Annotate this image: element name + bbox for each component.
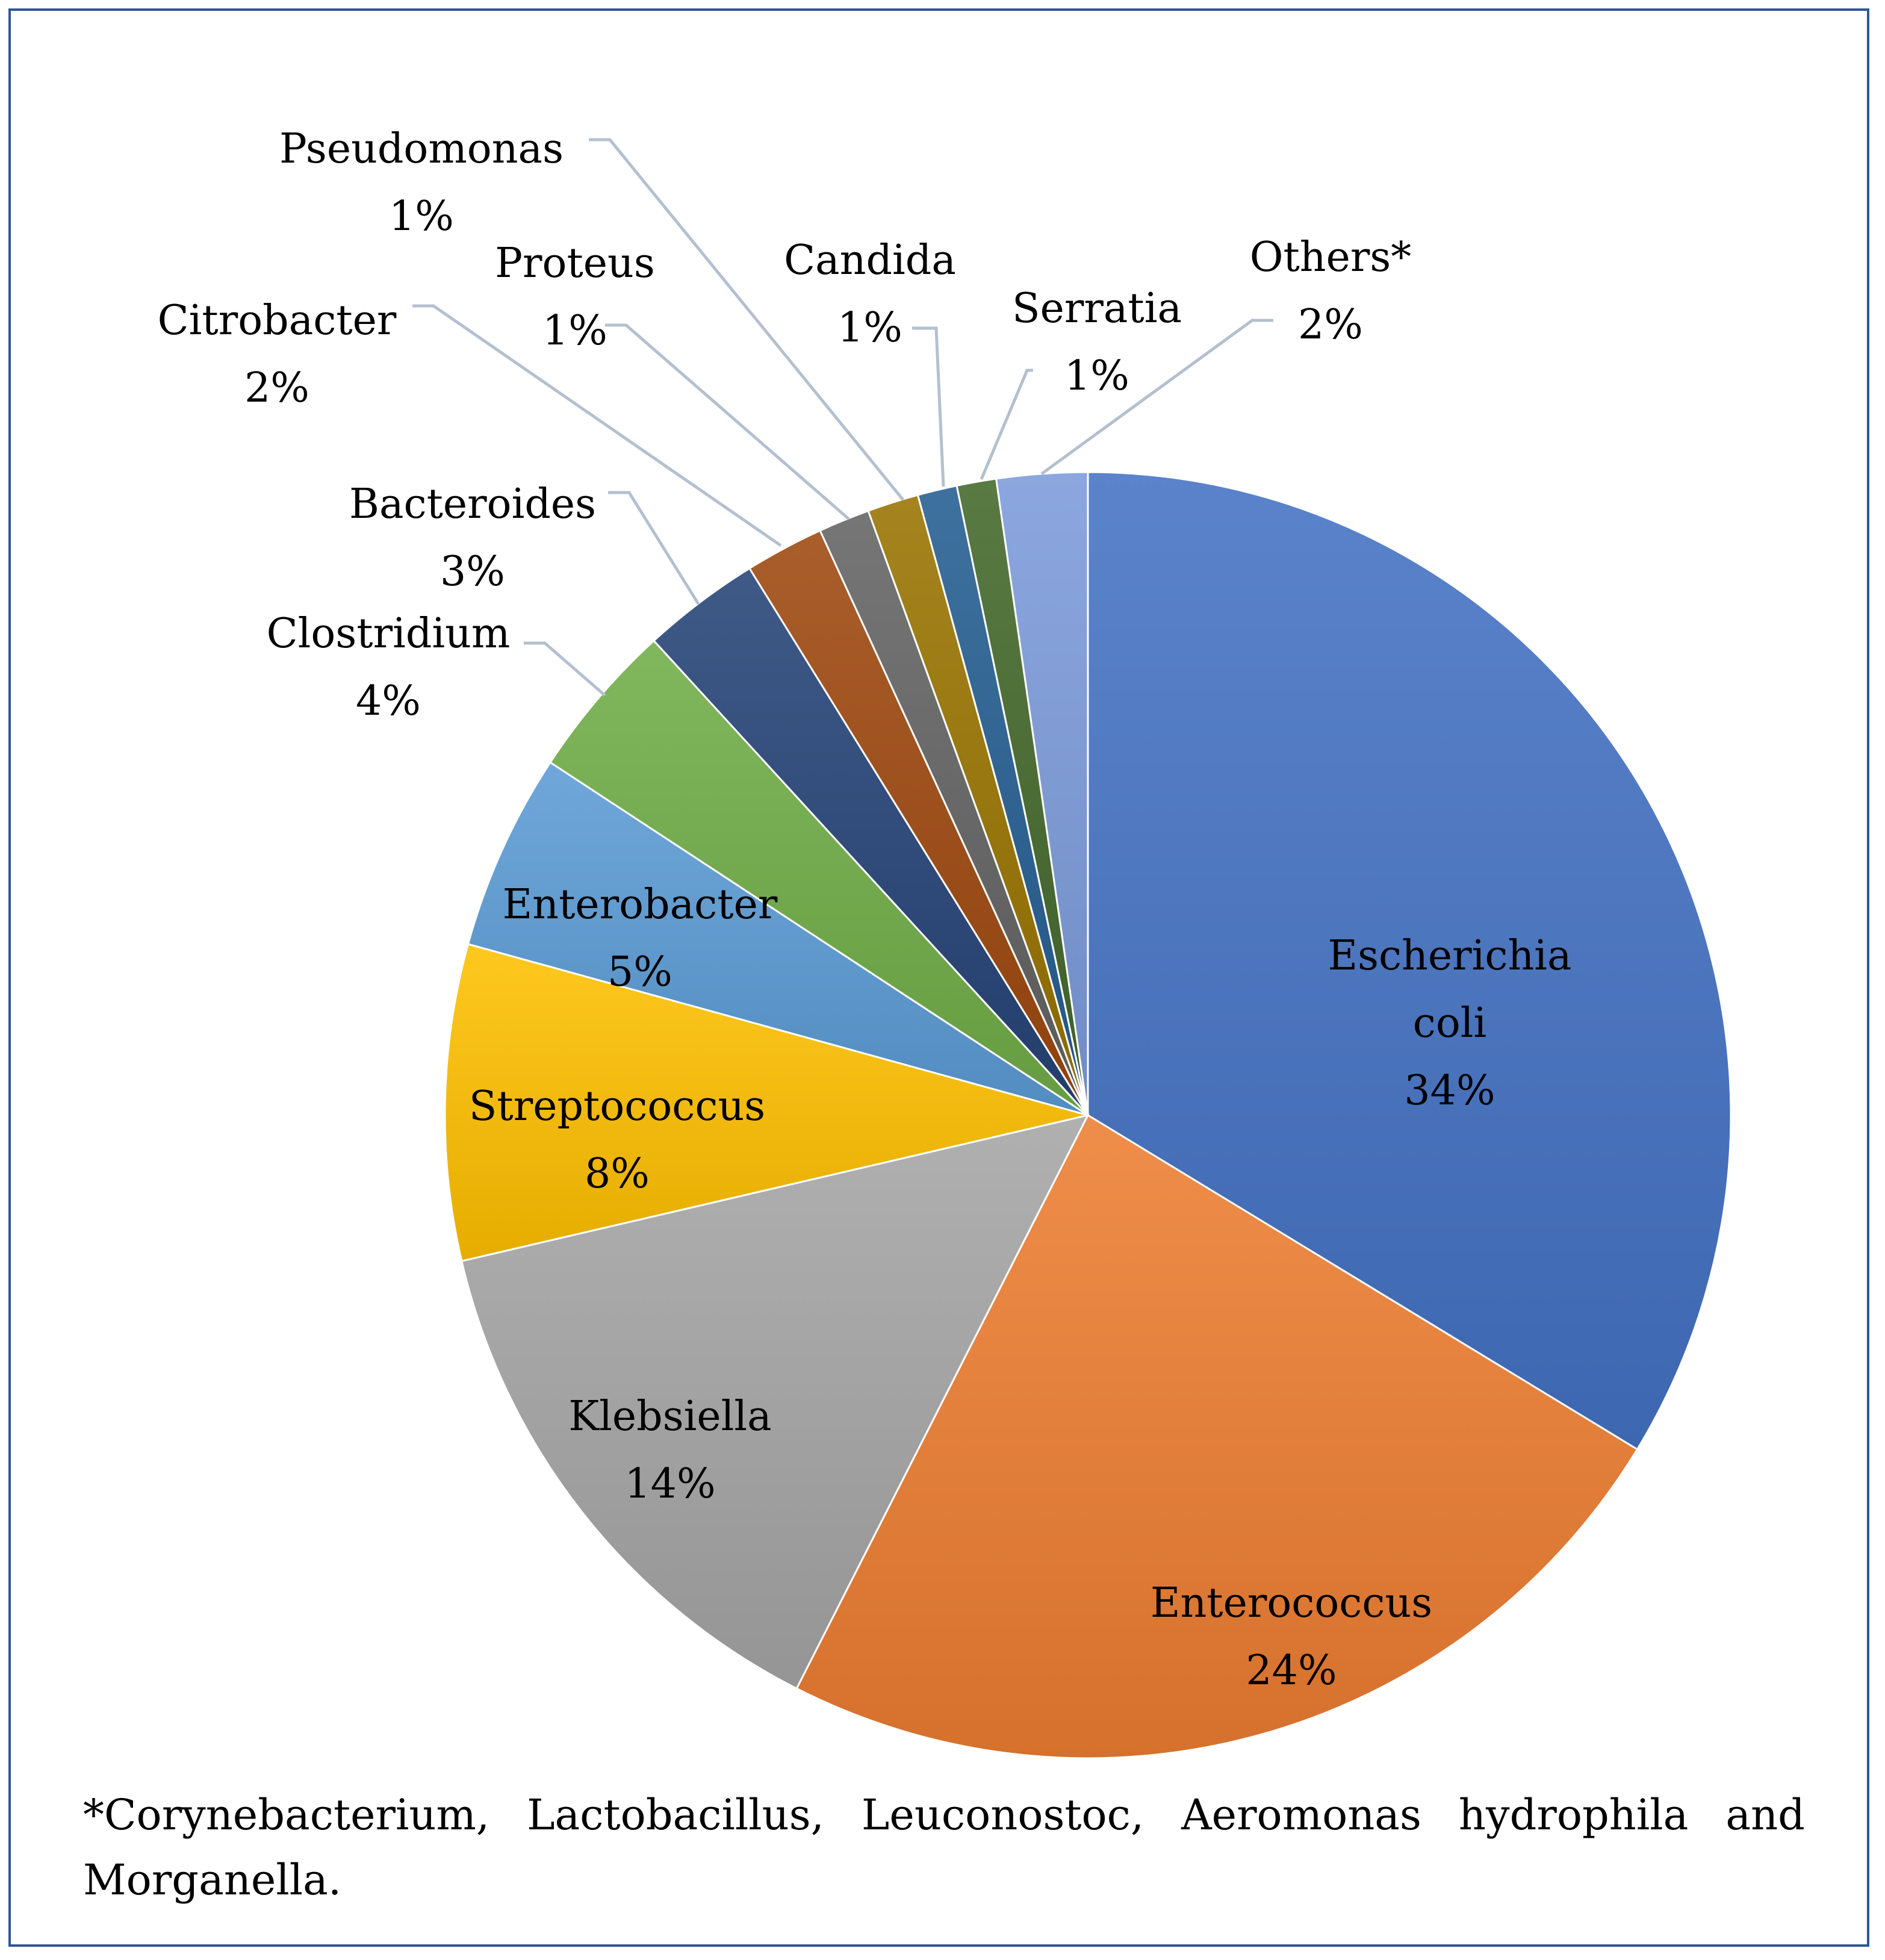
label-text: Proteus <box>495 240 654 287</box>
slice-klebsiella <box>461 1113 1090 1690</box>
label-proteus: Proteus 1% <box>495 240 654 355</box>
pct-text: 34% <box>1404 1067 1495 1115</box>
pct-text: 2% <box>1298 301 1363 349</box>
leader-line-pseudomonas <box>589 138 904 501</box>
pct-text: 8% <box>585 1150 650 1198</box>
footnote: *Corynebacterium, Lactobacillus, Leucono… <box>83 1790 1805 1905</box>
label-text: Bacteroides <box>349 481 596 528</box>
leader-line-others <box>1040 319 1273 476</box>
label-bacteroides: Bacteroides 3% <box>349 481 596 596</box>
label-serratia: Serratia 1% <box>1012 285 1182 400</box>
label-enterococcus: Enterococcus 24% <box>1151 1579 1432 1694</box>
leader-line-clostridium <box>524 641 606 697</box>
label-text: Escherichia <box>1328 932 1571 980</box>
label-text: Serratia <box>1012 285 1182 332</box>
leader-line-serratia <box>980 369 1033 480</box>
slice-enterobacter <box>467 761 1088 1116</box>
pct-text: 3% <box>440 548 505 596</box>
label-clostridium: Clostridium 4% <box>267 610 511 725</box>
label-citrobacter: Citrobacter 2% <box>158 297 397 412</box>
pct-text: 1% <box>1064 352 1129 400</box>
slice-clostridium <box>548 639 1089 1116</box>
label-text: Klebsiella <box>568 1393 771 1440</box>
label-others: Others* 2% <box>1250 234 1412 349</box>
label-text: Enterobacter <box>503 881 778 929</box>
label-text: Candida <box>784 237 956 284</box>
label-candida: Candida 1% <box>784 237 956 352</box>
pct-text: 1% <box>542 307 607 355</box>
label-text: Others* <box>1250 234 1412 281</box>
pct-text: 2% <box>244 364 309 412</box>
label-text: Pseudomonas <box>279 125 564 173</box>
label-enterobacter: Enterobacter 5% <box>503 881 778 996</box>
label-text: Clostridium <box>267 610 511 658</box>
label-escherichia-coli: Escherichia coli 34% <box>1328 932 1571 1115</box>
pct-text: 24% <box>1246 1647 1337 1694</box>
leader-line-proteus <box>605 323 850 520</box>
label-text: coli <box>1413 1000 1487 1047</box>
label-pseudomonas: Pseudomonas 1% <box>279 125 564 240</box>
label-streptococcus: Streptococcus 8% <box>469 1083 765 1198</box>
slice-streptococcus <box>444 942 1088 1263</box>
pct-text: 1% <box>837 304 902 352</box>
pct-text: 14% <box>624 1460 715 1508</box>
chart-frame <box>8 8 1869 1947</box>
label-text: Streptococcus <box>469 1083 765 1130</box>
label-klebsiella: Klebsiella 14% <box>568 1393 771 1508</box>
slice-escherichia-coli <box>1087 471 1732 1451</box>
leader-line-bacteroides <box>608 491 700 605</box>
leader-line-candida <box>912 326 945 487</box>
label-text: Citrobacter <box>158 297 397 344</box>
pct-text: 5% <box>607 948 672 996</box>
pct-text: 4% <box>356 677 421 725</box>
label-text: Enterococcus <box>1151 1579 1432 1627</box>
pct-text: 1% <box>389 193 454 240</box>
leader-line-citrobacter <box>412 304 782 547</box>
